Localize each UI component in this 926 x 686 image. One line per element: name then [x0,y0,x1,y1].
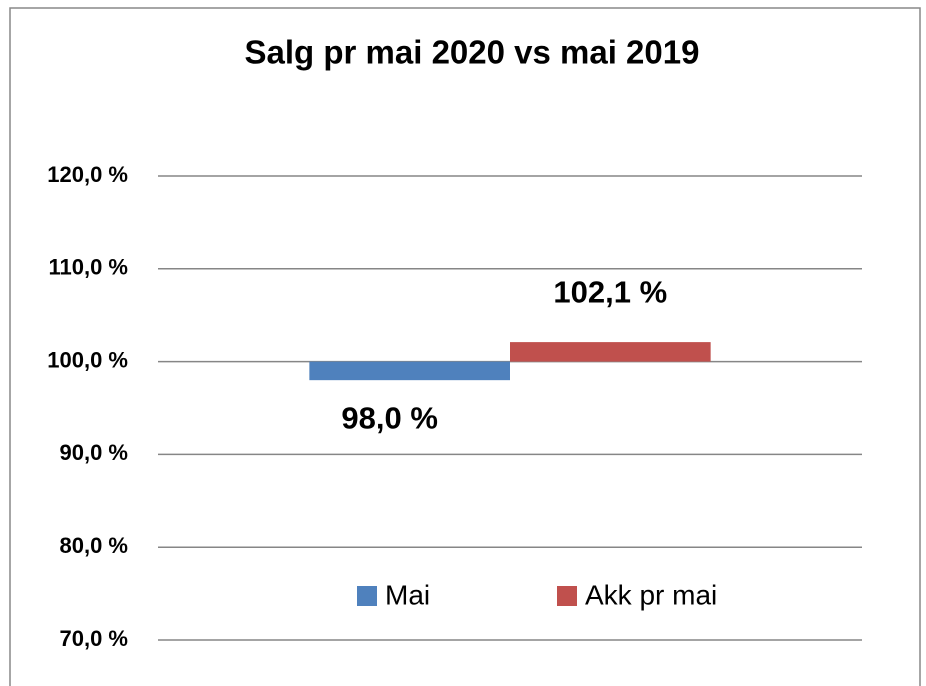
legend-swatch [557,586,577,606]
y-tick-label: 70,0 % [60,626,129,651]
legend-label: Mai [385,579,430,610]
data-label: 102,1 % [553,274,667,309]
y-tick-label: 100,0 % [47,347,128,372]
y-tick-label: 80,0 % [60,533,129,558]
bar [510,342,711,362]
legend-label: Akk pr mai [585,579,717,610]
legend-swatch [357,586,377,606]
y-tick-label: 110,0 % [48,255,128,280]
bar [309,361,510,381]
y-tick-label: 120,0 % [47,162,128,187]
y-tick-label: 90,0 % [60,440,129,465]
chart-frame [9,7,921,686]
data-label: 98,0 % [341,400,438,435]
chart-title: Salg pr mai 2020 vs mai 2019 [245,34,700,71]
